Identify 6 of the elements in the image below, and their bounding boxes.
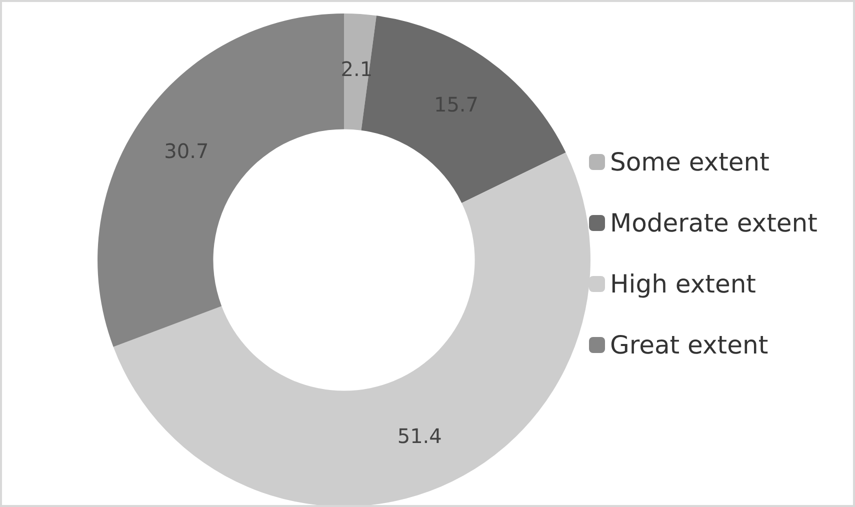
legend-label: High extent [610,270,756,298]
legend-label: Great extent [610,330,768,360]
data-label: 30.7 [164,138,209,163]
legend-label: Some extent [610,148,770,176]
legend-label: Moderate extent [610,208,818,238]
data-label: 51.4 [397,424,442,448]
